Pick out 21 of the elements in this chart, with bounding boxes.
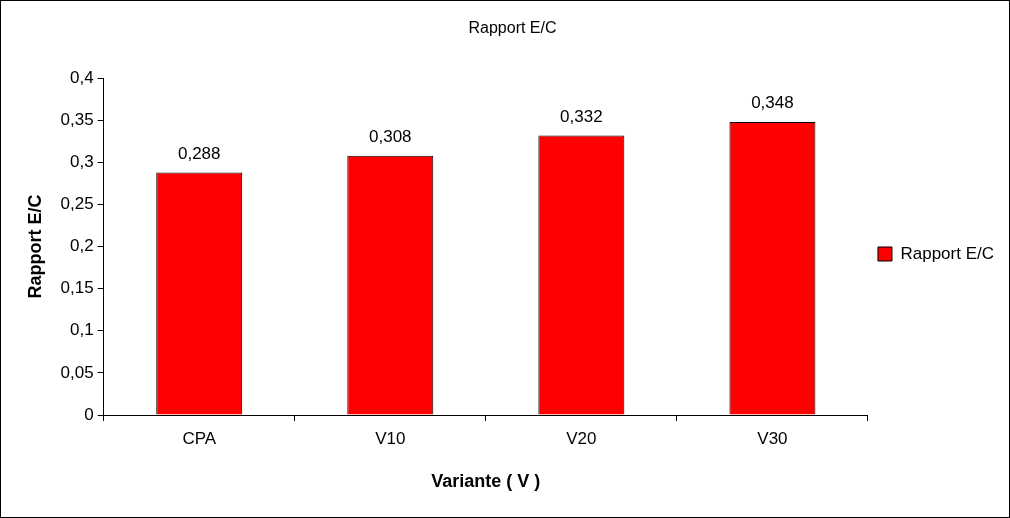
- x-tick-label: CPA: [182, 428, 217, 448]
- chart-title: Rapport E/C: [468, 19, 557, 37]
- y-tick-label: 0,2: [70, 236, 94, 256]
- data-label: 0,288: [177, 143, 221, 163]
- x-axis-title: Variante ( V ): [431, 471, 541, 492]
- y-tick-label: 0,15: [60, 278, 94, 298]
- y-axis-title: Rapport E/C: [24, 194, 45, 299]
- data-label: 0,348: [751, 93, 794, 113]
- x-tick-label: V30: [757, 428, 788, 448]
- y-tick-label: 0,05: [60, 362, 94, 382]
- y-tick-label: 0: [84, 404, 94, 424]
- y-tick-label: 0,35: [60, 109, 94, 129]
- legend-label: Rapport E/C: [900, 243, 995, 263]
- data-label: 0,308: [369, 126, 412, 146]
- x-tick-label: V20: [566, 428, 597, 448]
- y-tick-label: 0,1: [70, 320, 94, 340]
- data-label: 0,332: [560, 106, 603, 126]
- y-tick-label: 0,4: [70, 67, 94, 87]
- y-tick-label: 0,25: [60, 194, 94, 214]
- y-tick-label: 0,3: [70, 152, 94, 172]
- x-tick-label: V10: [375, 428, 406, 448]
